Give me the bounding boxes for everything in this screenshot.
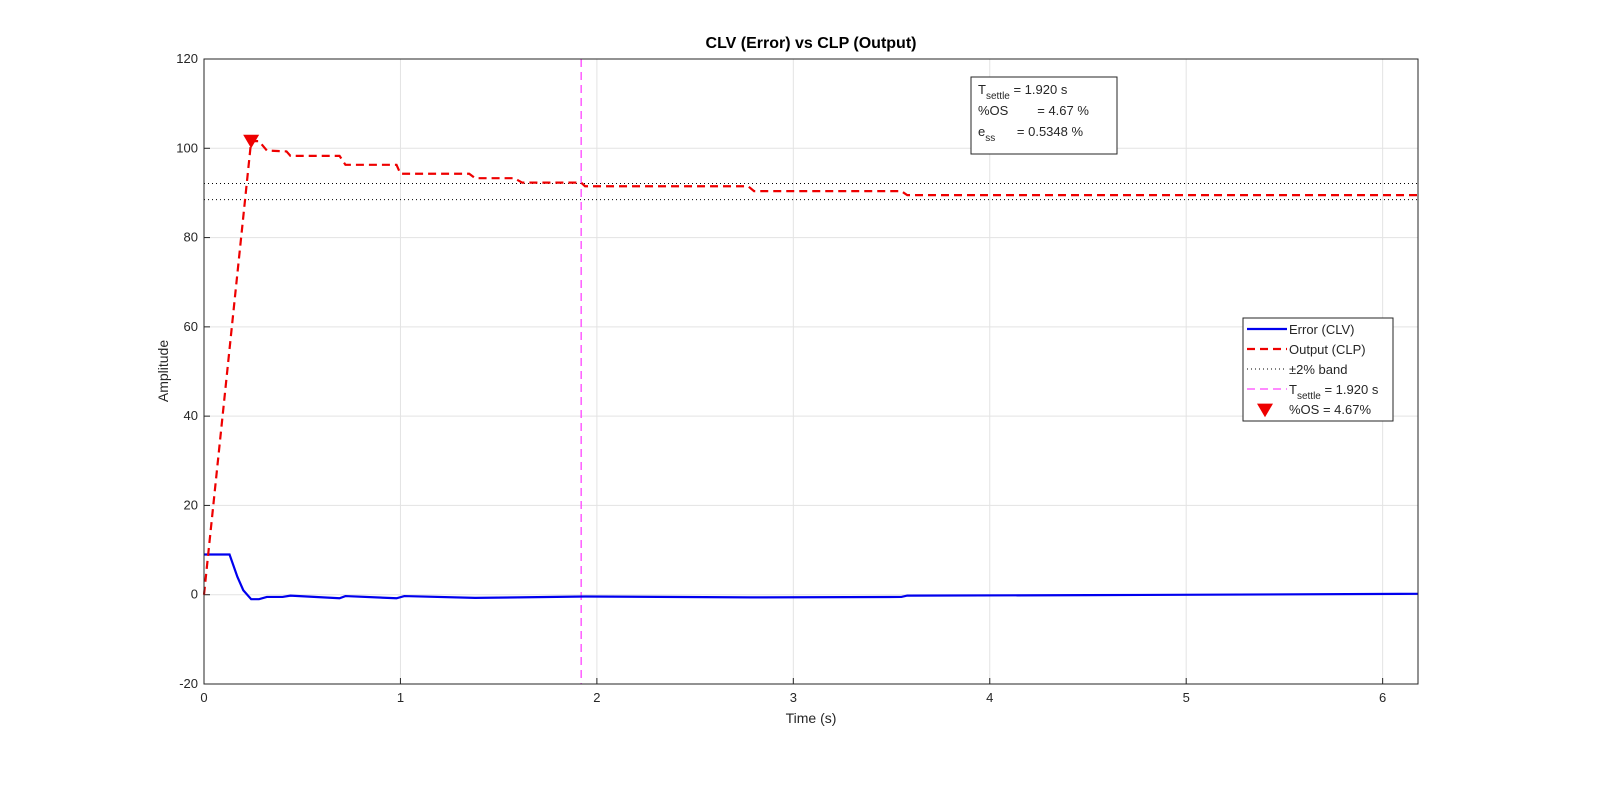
x-tick-label: 4 — [986, 690, 993, 705]
legend-label: ±2% band — [1289, 362, 1347, 377]
axes-box — [203, 58, 1419, 685]
y-tick-label: 80 — [184, 230, 198, 245]
x-tick-label: 6 — [1379, 690, 1386, 705]
y-axis-label: Amplitude — [155, 340, 171, 402]
annotation-text-main: %OS — [978, 103, 1009, 118]
annotation-text-main: e — [978, 124, 985, 139]
overshoot-marker — [243, 134, 260, 149]
y-tick-label: 40 — [184, 408, 198, 423]
x-axis-label: Time (s) — [786, 710, 837, 726]
annotation-text-sub: ss — [985, 133, 995, 144]
annotation-text-rest: = 4.67 % — [1008, 103, 1089, 118]
x-tick-label: 5 — [1183, 690, 1190, 705]
x-tick-label: 2 — [593, 690, 600, 705]
annotation-text-rest: = 0.5348 % — [995, 124, 1083, 139]
legend-label: Error (CLV) — [1289, 322, 1354, 337]
x-tick-label: 1 — [397, 690, 404, 705]
series-line — [202, 140, 1418, 595]
annotation-text: %OS = 4.67 % — [978, 103, 1089, 118]
annotation-box — [970, 76, 1118, 155]
annotation-text-sub: settle — [986, 91, 1010, 102]
series-line — [204, 553, 1419, 601]
x-tick-label: 0 — [200, 690, 207, 705]
legend-label-rest: = 1.920 s — [1321, 382, 1379, 397]
y-tick-label: 20 — [184, 497, 198, 512]
x-tick-label: 3 — [790, 690, 797, 705]
annotation-text: Tsettle = 1.920 s — [978, 82, 1068, 102]
y-tick-label: -20 — [179, 676, 198, 691]
y-tick-label: 100 — [176, 140, 198, 155]
legend-label-main: T — [1289, 382, 1297, 397]
legend-label-sub: settle — [1297, 391, 1321, 402]
y-tick-label: 60 — [184, 319, 198, 334]
annotation-text-rest: = 1.920 s — [1010, 82, 1068, 97]
legend-label: %OS = 4.67% — [1289, 402, 1371, 417]
annotation-text-main: T — [978, 82, 986, 97]
legend-label: Tsettle = 1.920 s — [1289, 382, 1379, 402]
y-tick-label: 0 — [191, 587, 198, 602]
legend-label: Output (CLP) — [1289, 342, 1366, 357]
legend-swatch — [1257, 403, 1273, 418]
annotation-text: ess = 0.5348 % — [978, 124, 1083, 144]
chart-title: CLV (Error) vs CLP (Output) — [706, 35, 917, 52]
y-tick-label: 120 — [176, 51, 198, 66]
